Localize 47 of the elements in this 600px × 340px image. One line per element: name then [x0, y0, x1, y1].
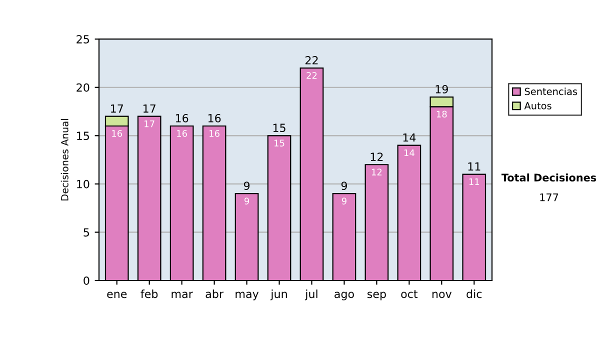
data-label: 16	[210, 130, 220, 137]
text: Total Decisiones	[501, 173, 596, 182]
y-tick-label: 5	[84, 228, 89, 237]
y-tick-label: 25	[76, 35, 89, 44]
total-label: 12	[370, 152, 383, 161]
x-tick-label: feb	[140, 290, 158, 298]
total-label: 17	[111, 104, 123, 113]
total-label: 16	[176, 114, 188, 122]
data-label: 15	[274, 140, 284, 147]
total-label: 16	[208, 114, 221, 122]
total-label: 22	[305, 56, 318, 64]
total-label: 15	[273, 124, 286, 132]
data-label: 22	[306, 72, 317, 79]
legend-label: Sentencias	[524, 88, 578, 96]
total-label: 17	[143, 104, 156, 113]
x-tick-label: ago	[334, 292, 354, 300]
data-label: 11	[469, 178, 480, 186]
data-label: 16	[177, 130, 187, 137]
total-label: 9	[341, 182, 347, 190]
y-axis-title: Decisiones Anual	[60, 119, 68, 200]
x-tick-label: ene	[107, 292, 127, 298]
total-label: 9	[244, 182, 250, 190]
x-tick-label: mar	[172, 292, 193, 298]
x-tick-label: sep	[367, 292, 386, 300]
x-tick-label: may	[236, 292, 259, 300]
data-label: 18	[436, 110, 447, 118]
data-label: 14	[404, 149, 414, 156]
x-tick-label: nov	[432, 292, 452, 298]
x-tick-label: dic	[466, 290, 482, 298]
data-label: 16	[112, 130, 122, 137]
total-label: 19	[436, 85, 448, 94]
y-tick-label: 20	[76, 83, 90, 92]
y-tick-label: 0	[84, 276, 90, 285]
legend-label: Autos	[524, 102, 552, 110]
data-label: 12	[372, 168, 382, 176]
x-tick-label: jul	[304, 290, 318, 300]
total-label: 11	[468, 162, 480, 171]
data-label: 9	[244, 198, 250, 204]
data-label: 17	[144, 120, 154, 128]
x-tick-label: jun	[270, 290, 287, 300]
x-tick-label: oct	[401, 290, 418, 298]
total-label: 14	[403, 133, 416, 142]
data-label: 9	[342, 198, 346, 204]
y-tick-label: 15	[77, 132, 89, 140]
text: 177	[540, 194, 558, 202]
y-tick-label: 10	[77, 180, 90, 188]
x-tick-label: abr	[206, 290, 224, 298]
